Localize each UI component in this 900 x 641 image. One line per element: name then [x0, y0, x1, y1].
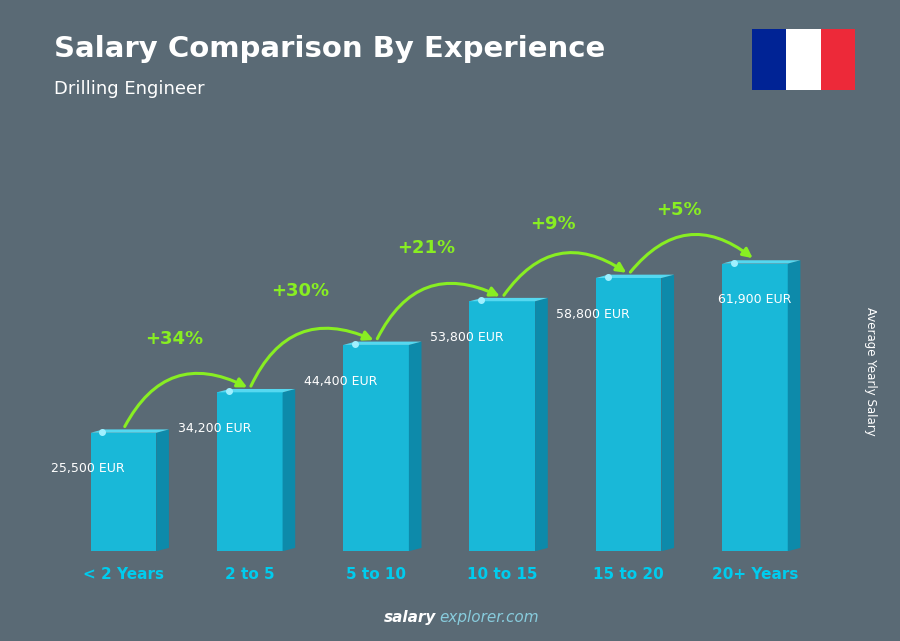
Text: +5%: +5%: [656, 201, 702, 219]
Text: salary: salary: [384, 610, 436, 625]
Text: 53,800 EUR: 53,800 EUR: [430, 331, 504, 344]
Text: +21%: +21%: [398, 238, 455, 256]
Polygon shape: [662, 274, 674, 551]
Polygon shape: [409, 342, 421, 551]
Text: 61,900 EUR: 61,900 EUR: [718, 294, 792, 306]
Polygon shape: [91, 433, 157, 551]
Polygon shape: [788, 260, 800, 551]
Polygon shape: [217, 392, 283, 551]
Polygon shape: [343, 345, 409, 551]
Polygon shape: [157, 429, 169, 551]
Polygon shape: [283, 389, 295, 551]
Text: 34,200 EUR: 34,200 EUR: [177, 422, 251, 435]
Text: Drilling Engineer: Drilling Engineer: [54, 80, 204, 98]
Polygon shape: [217, 389, 295, 392]
Polygon shape: [596, 278, 662, 551]
Text: 25,500 EUR: 25,500 EUR: [51, 463, 125, 476]
Polygon shape: [722, 263, 788, 551]
Polygon shape: [343, 342, 421, 345]
Bar: [786, 29, 821, 90]
Polygon shape: [596, 274, 674, 278]
Text: explorer.com: explorer.com: [439, 610, 539, 625]
Polygon shape: [91, 429, 169, 433]
Text: 44,400 EUR: 44,400 EUR: [304, 374, 377, 388]
Bar: [821, 29, 855, 90]
Polygon shape: [470, 301, 536, 551]
Polygon shape: [470, 298, 548, 301]
Text: Average Yearly Salary: Average Yearly Salary: [865, 308, 878, 436]
Text: 58,800 EUR: 58,800 EUR: [556, 308, 630, 320]
Text: +30%: +30%: [271, 282, 329, 300]
Text: +34%: +34%: [145, 329, 203, 347]
Text: +9%: +9%: [530, 215, 576, 233]
Text: Salary Comparison By Experience: Salary Comparison By Experience: [54, 35, 605, 63]
Bar: [752, 29, 786, 90]
Polygon shape: [536, 298, 548, 551]
Polygon shape: [722, 260, 800, 263]
